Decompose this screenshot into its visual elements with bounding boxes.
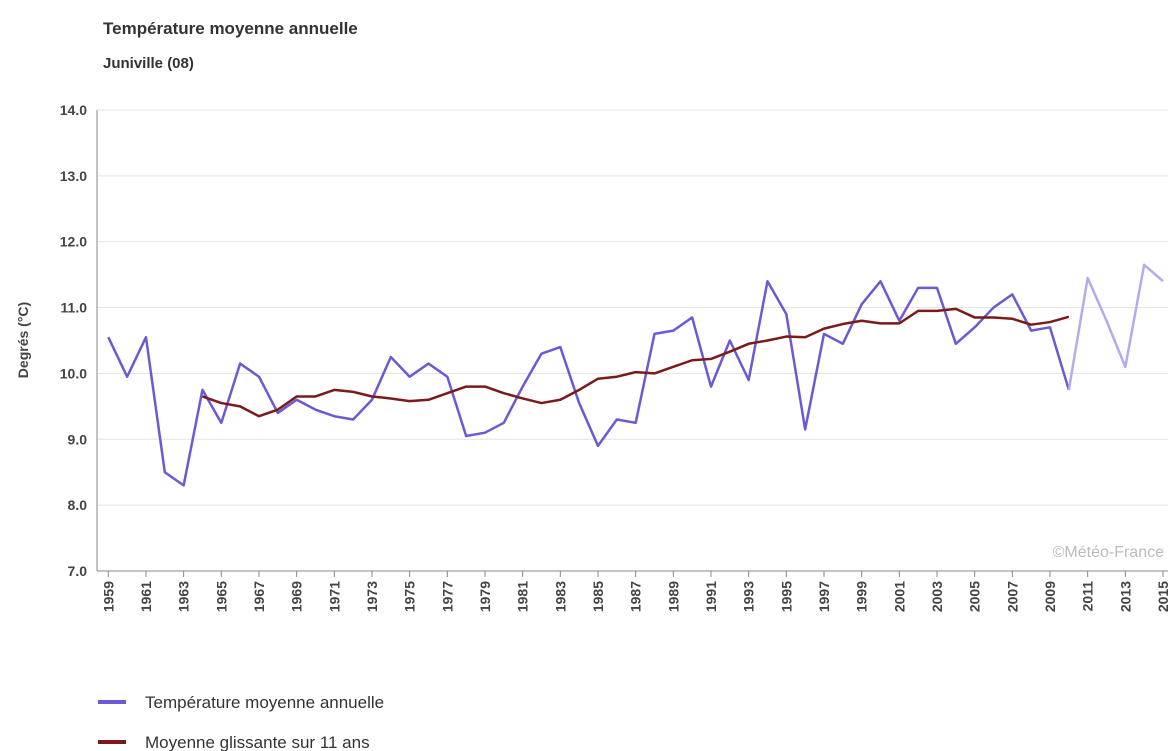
series-line: [202, 307, 1070, 418]
x-tick-label: 1959: [100, 581, 116, 612]
y-tick-label: 8.0: [68, 497, 88, 513]
watermark: ©Météo-France: [1053, 544, 1164, 561]
x-tick-label: 1961: [138, 581, 154, 612]
x-tick-label: 1991: [703, 581, 719, 612]
y-tick-label: 12.0: [60, 234, 87, 250]
x-tick-label: 1975: [402, 581, 418, 612]
x-tick-label: 2007: [1004, 581, 1020, 612]
x-tick-label: 1993: [741, 581, 757, 612]
x-tick-label: 2005: [967, 581, 983, 612]
y-tick-label: 11.0: [61, 300, 88, 316]
y-tick-label: 7.0: [68, 563, 88, 579]
x-tick-label: 1965: [213, 581, 229, 612]
x-tick-label: 1985: [590, 581, 606, 612]
y-tick-label: 9.0: [68, 431, 88, 447]
x-tick-label: 1981: [515, 581, 531, 612]
x-tick-label: 1963: [176, 581, 192, 612]
chart-subtitle: Juniville (08): [103, 55, 194, 72]
x-tick-label: 2003: [929, 581, 945, 612]
x-tick-label: 2013: [1117, 581, 1133, 612]
y-tick-label: 14.0: [60, 102, 87, 118]
x-tick-label: 1973: [364, 581, 380, 612]
x-tick-label: 2011: [1080, 581, 1096, 612]
x-tick-label: 1971: [326, 581, 342, 612]
series-line: [1067, 263, 1164, 391]
y-axis-label: Degrés (°C): [15, 302, 31, 378]
chart-title: Température moyenne annuelle: [103, 19, 358, 38]
x-tick-label: 1977: [439, 581, 455, 612]
x-tick-label: 2015: [1155, 581, 1168, 612]
x-tick-label: 1997: [816, 581, 832, 612]
series-line: [107, 279, 1071, 487]
y-tick-label: 10.0: [60, 365, 87, 381]
x-tick-label: 2001: [891, 581, 907, 612]
legend-label: Température moyenne annuelle: [145, 693, 384, 712]
x-tick-label: 1969: [289, 581, 305, 612]
y-tick-label: 13.0: [60, 168, 87, 184]
x-tick-label: 2009: [1042, 581, 1058, 612]
x-tick-label: 1995: [778, 581, 794, 612]
x-tick-label: 1979: [477, 581, 493, 612]
legend-label: Moyenne glissante sur 11 ans: [145, 733, 370, 751]
x-tick-label: 1989: [665, 581, 681, 612]
x-tick-label: 1967: [251, 581, 267, 612]
x-tick-label: 1987: [628, 581, 644, 612]
x-tick-label: 1999: [854, 581, 870, 612]
x-tick-label: 1983: [552, 581, 568, 612]
